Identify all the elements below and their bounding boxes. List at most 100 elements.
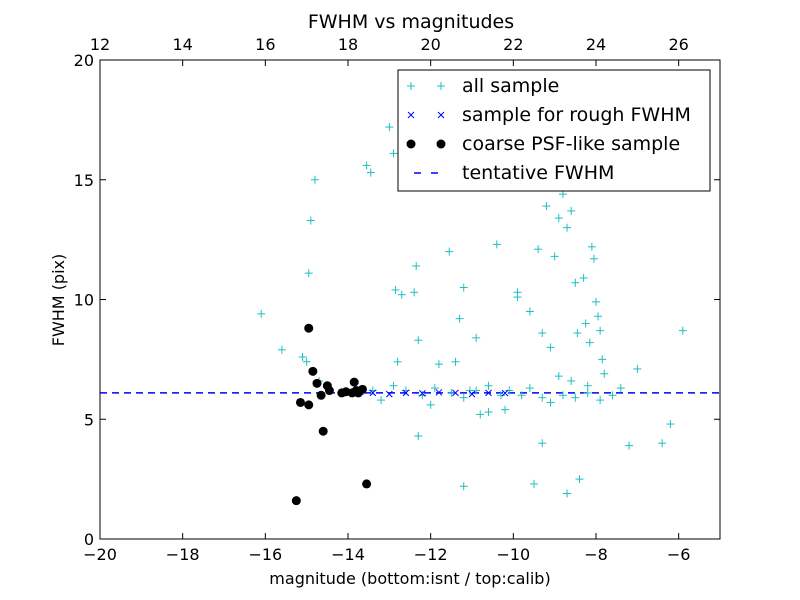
- point-all-sample: [579, 273, 588, 282]
- x-tick-label: −10: [496, 545, 530, 564]
- top-tick-label: 26: [668, 35, 688, 54]
- point-all-sample: [583, 381, 592, 390]
- point-rough-fwhm: [435, 389, 443, 396]
- point-all-sample: [430, 384, 439, 393]
- point-psf-like: [304, 400, 314, 410]
- point-all-sample: [389, 381, 398, 390]
- y-tick-label: 15: [74, 171, 94, 190]
- x-tick-label: −16: [248, 545, 282, 564]
- point-all-sample: [501, 405, 510, 414]
- point-all-sample: [306, 216, 315, 225]
- point-all-sample: [571, 278, 580, 287]
- point-psf-like: [312, 378, 322, 388]
- top-tick-label: 16: [255, 35, 275, 54]
- point-all-sample: [513, 293, 522, 302]
- point-all-sample: [389, 149, 398, 158]
- point-all-sample: [445, 247, 454, 256]
- point-all-sample: [410, 288, 419, 297]
- x-tick-label: −8: [584, 545, 608, 564]
- point-all-sample: [625, 441, 634, 450]
- legend-marker-rough-fwhm: [407, 111, 445, 119]
- y-tick-label: 5: [84, 410, 94, 429]
- point-all-sample: [538, 329, 547, 338]
- point-all-sample: [298, 352, 307, 361]
- point-all-sample: [594, 312, 603, 321]
- point-all-sample: [563, 489, 572, 498]
- point-all-sample: [366, 168, 375, 177]
- point-all-sample: [592, 297, 600, 306]
- point-all-sample: [587, 242, 596, 251]
- point-all-sample: [277, 345, 286, 354]
- point-all-sample: [257, 309, 266, 318]
- point-all-sample: [362, 161, 371, 170]
- chart-title: FWHM vs magnitudes: [308, 11, 514, 33]
- y-axis-label: FWHM (pix): [49, 254, 68, 347]
- x-tick-label: −20: [83, 545, 117, 564]
- point-all-sample: [418, 391, 427, 400]
- plot-content: [100, 123, 720, 506]
- x-tick-label: −6: [667, 545, 691, 564]
- point-rough-fwhm: [452, 389, 459, 397]
- point-all-sample: [455, 314, 464, 323]
- legend-marker-psf-like: [406, 139, 446, 149]
- point-all-sample: [534, 245, 543, 254]
- point-all-sample: [525, 307, 534, 316]
- point-all-sample: [414, 336, 423, 345]
- point-all-sample: [596, 326, 605, 335]
- point-all-sample: [538, 393, 547, 402]
- point-psf-like: [357, 384, 367, 394]
- point-psf-like: [291, 496, 301, 506]
- legend-label-all-sample: all sample: [462, 75, 559, 97]
- point-all-sample: [678, 326, 687, 335]
- point-psf-like: [324, 386, 334, 396]
- point-all-sample: [459, 283, 468, 292]
- point-all-sample: [530, 479, 538, 488]
- point-all-sample: [589, 254, 598, 263]
- point-rough-fwhm: [369, 389, 377, 397]
- point-all-sample: [484, 381, 493, 390]
- point-all-sample: [538, 439, 547, 448]
- point-all-sample: [567, 206, 576, 215]
- point-all-sample: [571, 393, 580, 402]
- x-tick-label: −18: [166, 545, 200, 564]
- point-all-sample: [542, 202, 551, 211]
- point-all-sample: [550, 252, 559, 261]
- point-psf-like: [318, 426, 328, 436]
- point-all-sample: [451, 357, 460, 366]
- point-all-sample: [391, 285, 400, 294]
- point-all-sample: [517, 391, 526, 400]
- point-all-sample: [546, 398, 555, 407]
- point-rough-fwhm: [468, 390, 476, 398]
- legend-label-tentative-fwhm: tentative FWHM: [462, 162, 614, 184]
- point-all-sample: [616, 384, 625, 393]
- point-rough-fwhm: [385, 390, 393, 398]
- point-psf-like: [349, 377, 359, 387]
- x-axis-label: magnitude (bottom:isnt / top:calib): [269, 569, 550, 588]
- point-all-sample: [505, 386, 514, 395]
- point-all-sample: [554, 214, 563, 223]
- plot-frame: [99, 59, 721, 540]
- point-psf-like: [362, 479, 372, 489]
- point-all-sample: [658, 439, 667, 448]
- y-tick-label: 0: [84, 530, 94, 549]
- point-psf-like: [316, 390, 326, 400]
- point-all-sample: [563, 223, 572, 232]
- top-tick-label: 12: [90, 35, 110, 54]
- point-all-sample: [385, 123, 394, 132]
- y-tick-label: 20: [74, 51, 94, 70]
- point-all-sample: [397, 290, 406, 299]
- point-all-sample: [447, 388, 456, 397]
- top-tick-label: 24: [586, 35, 606, 54]
- top-tick-label: 18: [338, 35, 358, 54]
- point-all-sample: [575, 475, 584, 484]
- point-all-sample: [600, 369, 609, 378]
- point-all-sample: [598, 355, 607, 364]
- point-rough-fwhm: [485, 389, 492, 397]
- point-all-sample: [554, 372, 563, 381]
- top-tick-label: 20: [420, 35, 440, 54]
- point-all-sample: [310, 175, 319, 184]
- top-tick-label: 22: [503, 35, 523, 54]
- point-psf-like: [308, 366, 318, 376]
- point-all-sample: [666, 420, 675, 429]
